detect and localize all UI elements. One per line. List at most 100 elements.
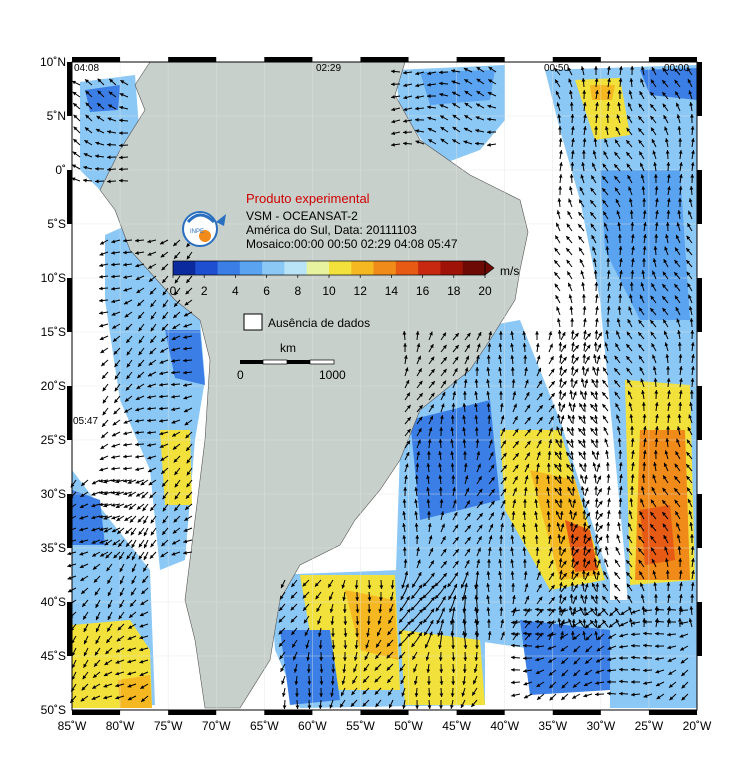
wind-arrow-head — [667, 402, 671, 406]
wind-arrow-head — [125, 397, 129, 402]
wind-arrow-head — [127, 636, 132, 640]
wind-arrow-head — [548, 535, 552, 539]
wind-arrow-head — [668, 683, 673, 688]
wind-arrow-head — [592, 162, 596, 167]
wind-arrow-head — [524, 694, 529, 699]
wind-arrow-head — [618, 258, 623, 262]
wind-arrow-head — [463, 633, 468, 637]
wind-arrow-head — [590, 200, 594, 205]
wind-arrow-head — [549, 343, 553, 348]
wind-arrow-head — [174, 279, 179, 284]
wind-arrow-head — [91, 540, 96, 544]
swath-atlantic-east-blue — [640, 68, 697, 100]
wind-arrow-head — [172, 445, 177, 450]
wind-arrow-head — [399, 618, 403, 623]
wind-arrow-head — [562, 344, 567, 349]
wind-arrow-head — [438, 645, 442, 649]
wind-arrow-head — [452, 139, 457, 143]
wind-arrow-head — [677, 126, 682, 130]
wind-arrow-head — [95, 154, 99, 159]
wind-arrow-head — [150, 303, 155, 308]
wind-arrow-head — [618, 246, 623, 250]
wind-arrow-head — [414, 475, 419, 479]
wind-arrow-head — [398, 630, 403, 635]
wind-arrow-head — [147, 443, 151, 447]
wind-arrow-head — [571, 415, 576, 419]
product-title: Produto experimental — [246, 191, 370, 206]
lat-label: 40˚S — [41, 595, 66, 609]
wind-arrow-head — [691, 558, 695, 562]
wind-arrow-head — [666, 378, 671, 382]
wind-arrow-head — [614, 175, 619, 180]
wind-arrow-head — [487, 92, 492, 96]
wind-arrows — [67, 65, 695, 710]
wind-arrow-head — [663, 475, 667, 480]
wind-arrow-head — [666, 594, 671, 598]
wind-arrow-head — [689, 390, 694, 394]
wind-arrow-head — [391, 95, 395, 99]
wind-arrow-head — [147, 468, 152, 473]
wind-arrow-head — [674, 476, 678, 480]
wind-arrow-head — [567, 67, 572, 72]
wind-arrow-head — [355, 633, 360, 637]
wind-arrow-head — [629, 618, 633, 622]
wind-arrow-head — [582, 619, 587, 623]
wind-arrow-head — [343, 621, 348, 625]
wind-arrow-head — [427, 82, 431, 87]
wind-arrow-head — [386, 666, 391, 671]
wind-arrow-head — [435, 594, 439, 599]
wind-arrow-head — [290, 594, 295, 599]
wind-arrow-head — [80, 577, 85, 581]
swath-atlantic-east-orange — [590, 85, 615, 100]
wind-arrow-head — [150, 519, 155, 524]
wind-arrow-head — [452, 103, 457, 107]
wind-arrow-head — [595, 669, 600, 674]
wind-arrow-head — [550, 572, 555, 577]
wind-arrow-head — [559, 511, 564, 515]
wind-arrow-head — [674, 68, 678, 73]
wind-arrow-head — [554, 487, 559, 492]
wind-arrow-head — [631, 246, 635, 250]
wind-arrow-head — [513, 403, 517, 408]
wind-arrow-head — [581, 150, 586, 154]
wind-arrow-head — [410, 618, 415, 623]
wind-arrow-head — [663, 462, 668, 467]
wind-arrow-head — [546, 511, 551, 515]
wind-arrow-head — [686, 260, 690, 264]
wind-arrow-head — [150, 506, 154, 511]
wind-arrow-head — [355, 609, 360, 613]
wind-arrow-head — [580, 594, 585, 599]
wind-arrow-head — [606, 486, 611, 490]
wind-arrow-head — [362, 690, 367, 695]
wind-arrow-head — [618, 66, 623, 70]
wind-arrow-head — [161, 542, 166, 547]
wind-arrow-head — [546, 463, 551, 467]
wind-arrow-head — [278, 642, 283, 647]
wind-arrow-head — [453, 499, 457, 504]
wind-arrow-head — [594, 330, 599, 334]
wind-arrow-head — [111, 312, 116, 316]
wind-arrow-head — [136, 289, 141, 293]
wind-arrow-head — [439, 92, 444, 97]
wind-arrow-head — [464, 367, 469, 372]
wind-arrow-head — [594, 534, 599, 538]
wind-arrow-head — [499, 535, 504, 539]
wind-arrow-head — [669, 696, 674, 701]
lon-label: 35˚W — [538, 719, 567, 733]
wind-arrow-head — [546, 475, 551, 479]
wind-arrow-head — [67, 563, 72, 568]
wind-arrow-head — [405, 379, 410, 384]
wind-arrow-head — [602, 583, 607, 588]
wind-arrow-head — [618, 498, 623, 502]
wind-arrow-head — [514, 464, 519, 469]
wind-arrow-head — [118, 615, 123, 620]
wind-arrow-head — [592, 258, 597, 263]
wind-arrow-head — [537, 367, 542, 372]
wind-arrow-head — [666, 366, 670, 370]
wind-arrow-head — [160, 349, 165, 353]
wind-arrow-head — [123, 442, 127, 447]
wind-arrow-head — [560, 647, 565, 652]
wind-arrow-head — [561, 535, 566, 540]
wind-arrow-head — [502, 452, 507, 457]
wind-arrow-head — [510, 523, 515, 527]
